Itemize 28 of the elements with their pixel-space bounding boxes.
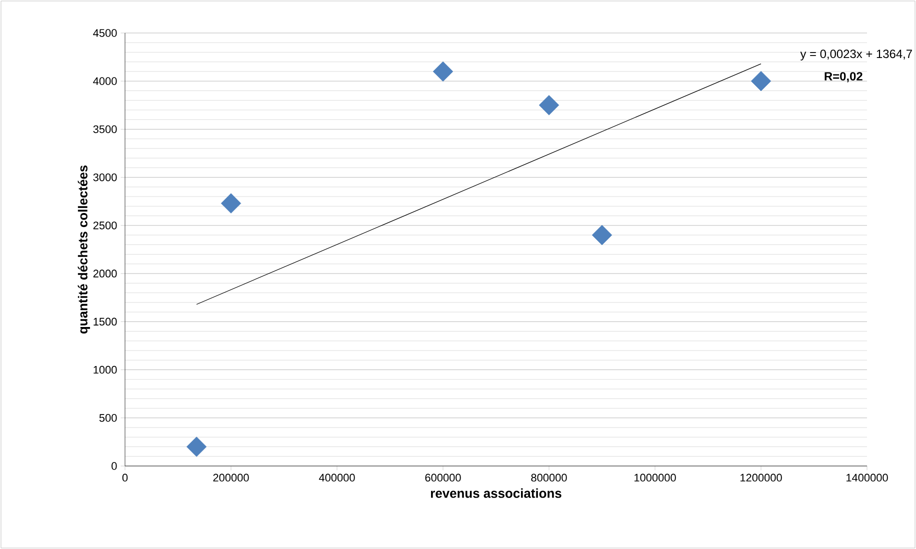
x-tick-label: 1400000 [846,474,888,482]
x-axis-title: revenus associations [430,488,562,498]
x-tick-label: 1200000 [740,474,782,482]
x-tick-label: 400000 [318,474,355,482]
y-tick-label: 4000 [93,77,117,85]
point [592,224,612,246]
point [186,436,207,457]
x-tick-label: 800000 [531,474,567,482]
y-axis-title: quantité déchets collectées [78,165,90,334]
annotation: y = 0,0023x + 1364,7 [800,50,912,60]
y-tick-label: 4500 [93,29,117,37]
x-tick-label: 0 [122,474,128,482]
point [432,61,454,82]
annotation: R=0,02 [824,72,862,82]
y-tick-label: 1500 [94,318,117,326]
point [538,95,560,116]
x-tick-label: 200000 [213,474,249,482]
point [220,193,242,214]
y-tick-label: 3500 [93,125,117,134]
y-tick-label: 2000 [93,270,117,278]
y-tick-label: 500 [99,414,117,422]
y-tick-label: 3000 [93,173,117,182]
point [750,71,772,92]
y-tick-label: 2500 [93,222,117,230]
y-tick-label: 1000 [94,366,117,374]
y-tick-label: 0 [112,462,117,470]
x-tick-label: 1000000 [634,474,676,482]
x-tick-label: 600000 [425,474,461,482]
